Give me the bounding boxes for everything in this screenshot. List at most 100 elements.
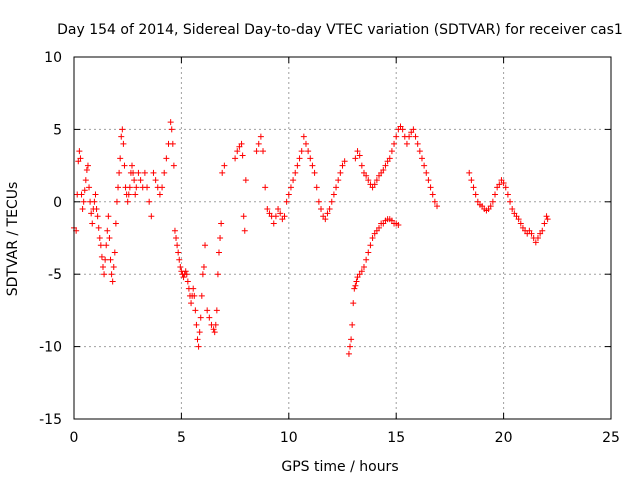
data-point — [193, 321, 200, 328]
data-point — [79, 206, 86, 213]
data-point — [345, 350, 352, 357]
x-tick-label: 20 — [495, 430, 513, 446]
data-point — [358, 268, 365, 275]
data-point — [350, 300, 357, 307]
data-point — [175, 249, 182, 256]
x-tick-label: 25 — [602, 430, 620, 446]
data-point — [211, 329, 218, 336]
data-point — [423, 169, 430, 176]
data-point — [270, 220, 277, 227]
data-point — [391, 140, 398, 147]
data-point — [277, 210, 284, 217]
data-point — [427, 184, 434, 191]
data-point — [302, 140, 309, 147]
data-point — [148, 213, 155, 220]
data-point — [255, 140, 262, 147]
data-point — [296, 155, 303, 162]
data-point — [111, 249, 118, 256]
data-point — [171, 227, 178, 234]
data-point — [264, 206, 271, 213]
data-point — [115, 184, 122, 191]
data-point — [369, 235, 376, 241]
data-point — [197, 314, 204, 321]
data-point — [541, 220, 548, 227]
data-point — [119, 126, 126, 133]
data-point — [292, 169, 299, 176]
data-point — [238, 140, 245, 147]
data-point — [110, 263, 117, 270]
data-point — [144, 184, 151, 191]
data-point — [351, 285, 358, 292]
data-point — [104, 227, 111, 234]
data-point — [466, 169, 473, 176]
data-point — [365, 177, 372, 184]
data-point — [241, 227, 248, 234]
x-tick-label: 10 — [280, 430, 298, 446]
data-point — [125, 191, 132, 198]
data-point — [221, 162, 228, 169]
data-point — [77, 155, 84, 162]
data-point — [113, 198, 120, 205]
data-point — [534, 235, 541, 241]
data-point — [373, 177, 380, 184]
axis-ticks: 0 5 10 15 20 25 -15 -10 -5 0 5 10 — [39, 50, 620, 446]
data-point — [257, 133, 264, 140]
data-point — [517, 220, 524, 227]
data-point — [191, 292, 198, 299]
data-point — [347, 343, 354, 350]
data-point — [352, 155, 359, 162]
data-point — [388, 148, 395, 155]
data-point — [78, 191, 85, 198]
data-point — [168, 126, 175, 133]
data-point — [182, 268, 189, 275]
data-point — [333, 184, 340, 191]
data-point — [131, 177, 138, 184]
data-point — [360, 263, 367, 270]
data-point — [188, 300, 195, 307]
data-point — [198, 292, 205, 299]
data-point — [300, 133, 307, 140]
data-point — [324, 210, 331, 217]
data-point — [108, 271, 115, 278]
data-point — [242, 177, 249, 184]
data-point — [150, 169, 157, 176]
data-point — [88, 210, 95, 217]
data-point — [112, 220, 119, 227]
data-point — [82, 177, 89, 184]
data-point — [489, 198, 496, 205]
data-point — [290, 177, 297, 184]
data-point — [281, 213, 288, 220]
data-point — [399, 126, 406, 133]
data-point — [118, 133, 125, 140]
data-point — [192, 307, 199, 314]
data-point — [421, 162, 428, 169]
data-point — [382, 162, 389, 169]
data-point — [214, 271, 221, 278]
data-point — [212, 321, 219, 328]
data-point — [156, 191, 163, 198]
data-point — [107, 256, 114, 263]
data-point — [176, 256, 183, 263]
data-point — [194, 336, 201, 343]
data-point — [105, 213, 112, 220]
data-point — [141, 169, 148, 176]
data-point — [309, 162, 316, 169]
data-point — [358, 162, 365, 169]
data-point — [367, 242, 374, 249]
data-point — [184, 278, 191, 285]
data-point — [287, 184, 294, 191]
data-point — [318, 206, 325, 213]
data-point — [234, 148, 241, 155]
data-point — [202, 242, 209, 249]
data-point — [99, 263, 106, 270]
data-point — [200, 263, 207, 270]
y-tick-label: -10 — [39, 340, 62, 356]
data-point — [504, 191, 511, 198]
data-point — [311, 169, 318, 176]
y-tick-label: -15 — [39, 412, 62, 428]
data-point — [206, 314, 213, 321]
data-point — [169, 140, 176, 147]
data-point — [204, 307, 211, 314]
data-point — [97, 242, 104, 249]
